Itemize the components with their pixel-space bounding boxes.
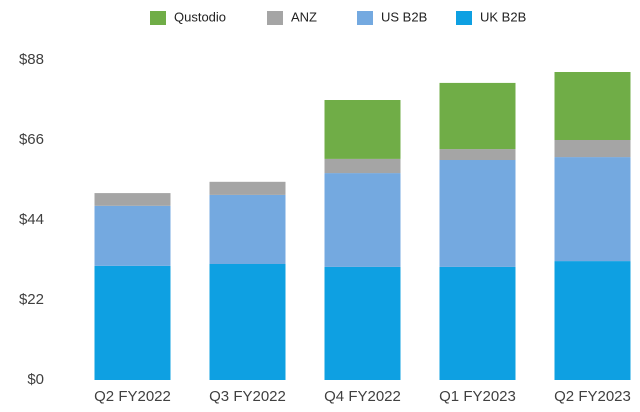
- legend-swatch: [357, 11, 373, 25]
- bar-segment: [94, 193, 171, 206]
- legend-swatch: [267, 11, 283, 25]
- y-tick-label: $88: [19, 51, 44, 68]
- bar-segment: [209, 264, 286, 380]
- legend-label: ANZ: [291, 9, 317, 24]
- bar-segment: [324, 173, 401, 267]
- legend-label: UK B2B: [480, 9, 526, 24]
- bar-segment: [439, 160, 516, 267]
- bar-segment: [94, 205, 171, 266]
- x-tick-label: Q2 FY2022: [94, 388, 171, 405]
- legend-label: Qustodio: [174, 9, 226, 24]
- x-tick-label: Q4 FY2022: [324, 388, 401, 405]
- legend-swatch: [150, 11, 166, 25]
- bar-segment: [209, 181, 286, 195]
- bar-segment: [554, 157, 631, 262]
- bar-segment: [324, 100, 401, 159]
- y-tick-label: $44: [19, 211, 44, 228]
- x-tick-label: Q2 FY2023: [554, 388, 631, 405]
- bar-segment: [439, 82, 516, 150]
- legend: Qustodio ANZ US B2B UK B2B: [150, 9, 526, 25]
- bar-segment: [209, 194, 286, 264]
- bar-segment: [94, 265, 171, 380]
- bar-segment: [324, 266, 401, 380]
- x-tick-label: Q1 FY2023: [439, 388, 516, 405]
- bar-segment: [324, 158, 401, 174]
- bar-segment: [554, 140, 631, 158]
- bar-segment: [439, 266, 516, 380]
- x-tick-label: Q3 FY2022: [209, 388, 286, 405]
- bar-segment: [554, 261, 631, 380]
- bar-segment: [439, 149, 516, 160]
- bar-segment: [554, 72, 631, 140]
- y-tick-label: $0: [27, 371, 44, 388]
- y-tick-label: $22: [19, 291, 44, 308]
- legend-swatch: [456, 11, 472, 25]
- y-tick-label: $66: [19, 131, 44, 148]
- legend-label: US B2B: [381, 9, 427, 24]
